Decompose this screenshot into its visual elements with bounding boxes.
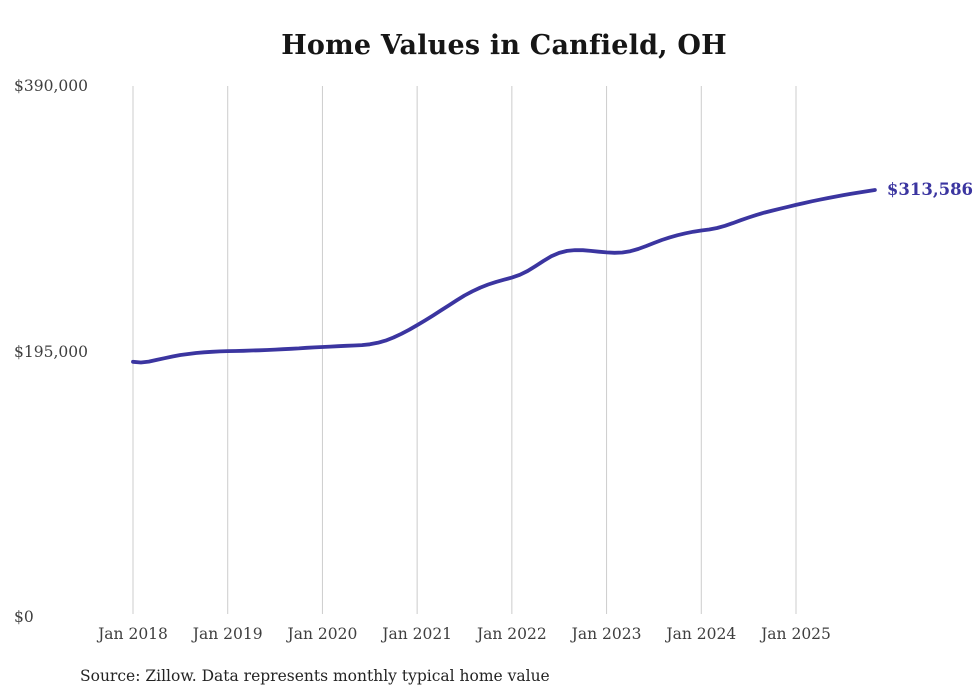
chart-title: Home Values in Canfield, OH	[281, 30, 727, 61]
x-axis-tick-label: Jan 2024	[666, 625, 737, 643]
x-axis-tick-label: Jan 2025	[761, 625, 831, 643]
x-axis-tick-label: Jan 2021	[382, 625, 453, 643]
x-axis-tick-label: Jan 2022	[476, 625, 547, 643]
y-axis-tick-label: $0	[14, 608, 34, 626]
x-axis-tick-label: Jan 2019	[192, 625, 263, 643]
source-note: Source: Zillow. Data represents monthly …	[80, 667, 550, 685]
home-value-line	[131, 188, 877, 365]
y-axis-tick-label: $195,000	[14, 342, 88, 361]
x-axis-tick-label: Jan 2018	[98, 625, 168, 643]
y-axis-tick-label: $390,000	[14, 77, 88, 95]
x-axis-tick-label: Jan 2020	[287, 625, 358, 643]
final-value-label: $313,586	[886, 180, 974, 200]
x-axis-tick-label: Jan 2023	[571, 625, 642, 643]
